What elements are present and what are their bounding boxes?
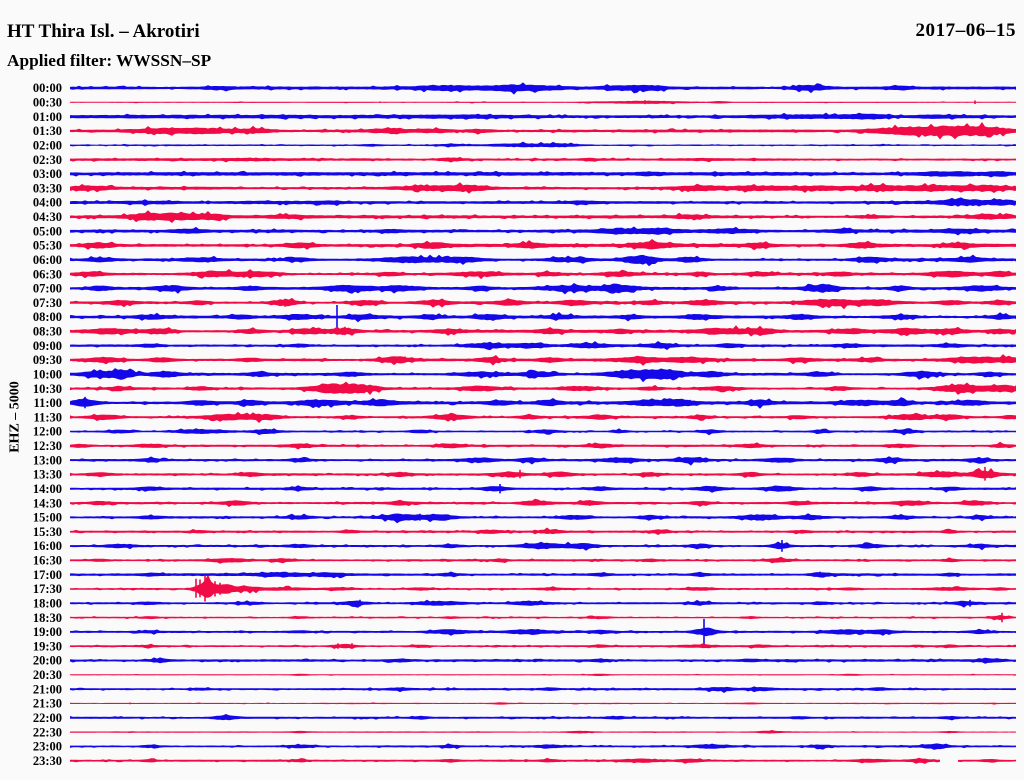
svg-text:18:30: 18:30: [33, 611, 62, 625]
svg-text:03:00: 03:00: [33, 167, 62, 181]
svg-text:22:00: 22:00: [33, 711, 62, 725]
svg-text:08:30: 08:30: [33, 325, 62, 339]
svg-text:19:30: 19:30: [33, 639, 62, 653]
svg-text:00:30: 00:30: [33, 96, 62, 110]
svg-text:14:00: 14:00: [33, 482, 62, 496]
svg-text:09:30: 09:30: [33, 353, 62, 367]
svg-text:21:00: 21:00: [33, 682, 62, 696]
svg-text:23:30: 23:30: [33, 754, 62, 768]
svg-text:11:30: 11:30: [34, 410, 62, 424]
svg-text:01:30: 01:30: [33, 124, 62, 138]
svg-text:22:30: 22:30: [33, 725, 62, 739]
svg-text:07:00: 07:00: [33, 282, 62, 296]
svg-text:15:30: 15:30: [33, 525, 62, 539]
svg-text:2017–06–15: 2017–06–15: [916, 20, 1017, 41]
svg-text:12:30: 12:30: [33, 439, 62, 453]
svg-text:Applied filter: WWSSN–SP: Applied filter: WWSSN–SP: [7, 51, 212, 70]
svg-text:16:30: 16:30: [33, 554, 62, 568]
svg-text:03:30: 03:30: [33, 181, 62, 195]
svg-text:10:30: 10:30: [33, 382, 62, 396]
svg-text:06:30: 06:30: [33, 267, 62, 281]
svg-text:01:00: 01:00: [33, 110, 62, 124]
svg-text:13:30: 13:30: [33, 468, 62, 482]
svg-text:05:00: 05:00: [33, 224, 62, 238]
svg-text:05:30: 05:30: [33, 239, 62, 253]
svg-text:04:30: 04:30: [33, 210, 62, 224]
svg-text:17:30: 17:30: [33, 582, 62, 596]
svg-text:19:00: 19:00: [33, 625, 62, 639]
svg-text:04:00: 04:00: [33, 196, 62, 210]
svg-text:12:00: 12:00: [33, 425, 62, 439]
svg-text:11:00: 11:00: [34, 396, 62, 410]
svg-text:06:00: 06:00: [33, 253, 62, 267]
svg-text:20:00: 20:00: [33, 654, 62, 668]
svg-text:20:30: 20:30: [33, 668, 62, 682]
svg-text:10:00: 10:00: [33, 368, 62, 382]
svg-text:18:00: 18:00: [33, 597, 62, 611]
svg-text:13:00: 13:00: [33, 453, 62, 467]
svg-text:09:00: 09:00: [33, 339, 62, 353]
svg-text:EHZ – 5000: EHZ – 5000: [8, 381, 23, 453]
svg-text:08:00: 08:00: [33, 310, 62, 324]
svg-text:07:30: 07:30: [33, 296, 62, 310]
svg-text:14:30: 14:30: [33, 496, 62, 510]
svg-text:16:00: 16:00: [33, 539, 62, 553]
svg-text:17:00: 17:00: [33, 568, 62, 582]
svg-text:02:00: 02:00: [33, 139, 62, 153]
svg-text:02:30: 02:30: [33, 153, 62, 167]
svg-text:21:30: 21:30: [33, 697, 62, 711]
svg-text:00:00: 00:00: [33, 81, 62, 95]
svg-text:23:00: 23:00: [33, 740, 62, 754]
svg-text:HT Thira Isl. – Akrotiri: HT Thira Isl. – Akrotiri: [7, 21, 200, 42]
svg-text:15:00: 15:00: [33, 511, 62, 525]
